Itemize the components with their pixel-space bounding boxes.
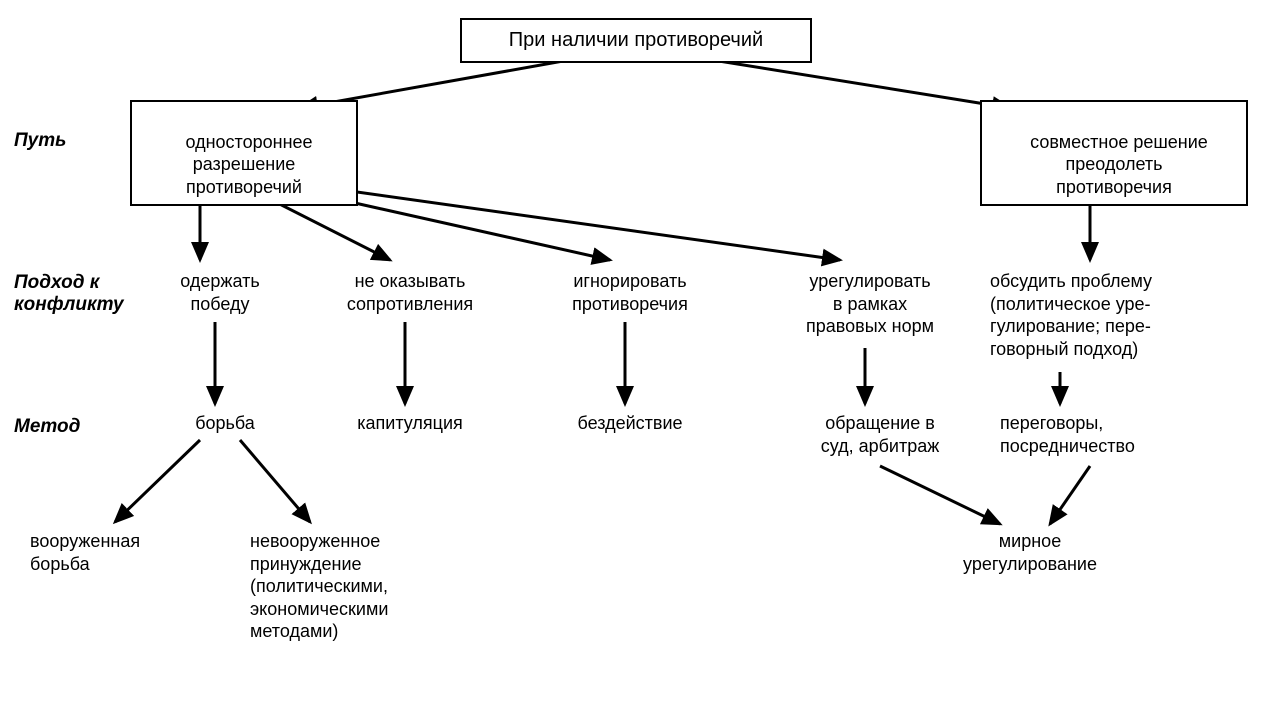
node-bottom-2: невооруженное принуждение (политическими…	[250, 530, 470, 643]
node-method-2: капитуляция	[330, 412, 490, 435]
node-method-5: переговоры, посредничество	[1000, 412, 1220, 457]
node-root: При наличии противоречий	[460, 18, 812, 63]
node-approach-3: игнорировать противоречия	[540, 270, 720, 315]
node-method-3: бездействие	[550, 412, 710, 435]
edge	[115, 440, 200, 522]
edge	[1050, 466, 1090, 524]
edge	[300, 184, 840, 260]
node-method-1: борьба	[165, 412, 285, 435]
node-method-4: обращение в суд, арбитраж	[780, 412, 980, 457]
node-approach-4: урегулировать в рамках правовых норм	[770, 270, 970, 338]
node-path-right: совместное решение преодолеть противореч…	[980, 100, 1248, 206]
row-label-method: Метод	[14, 416, 80, 438]
node-peace: мирное урегулирование	[920, 530, 1140, 575]
edge	[880, 466, 1000, 524]
node-path-left: одностороннее разрешение противоречий	[130, 100, 358, 206]
row-label-path: Путь	[14, 130, 66, 152]
node-approach-5: обсудить проблему (политическое уре- гул…	[990, 270, 1250, 360]
node-approach-2: не оказывать сопротивления	[320, 270, 500, 315]
node-bottom-1: вооруженная борьба	[30, 530, 200, 575]
row-label-approach: Подход к конфликту	[14, 272, 124, 316]
edge	[700, 58, 1010, 108]
node-approach-1: одержать победу	[150, 270, 290, 315]
edge	[240, 440, 310, 522]
